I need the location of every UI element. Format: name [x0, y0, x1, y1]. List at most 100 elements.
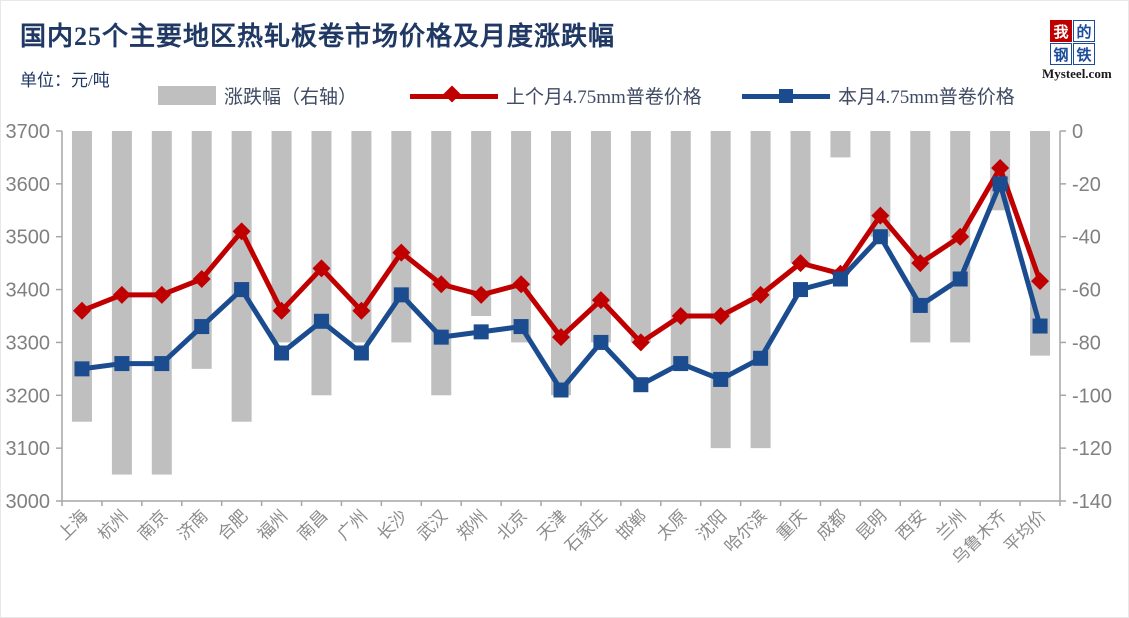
x-axis-category-label: 石家庄: [561, 506, 610, 555]
change-bar: [551, 131, 571, 396]
change-bar: [471, 131, 492, 316]
change-bar: [630, 131, 651, 343]
mysteel-logo-grid: 我 的 钢 铁: [1050, 20, 1122, 65]
change-bar: [830, 131, 851, 158]
legend-item-this-month: 本月4.75mm普卷价格: [742, 82, 1015, 108]
last-month-price-point: [911, 254, 930, 273]
x-axis-category-label: 西安: [893, 506, 930, 543]
mysteel-logo: 我 的 钢 铁 Mysteel.com: [1042, 20, 1122, 82]
this-month-price-point: [274, 345, 290, 361]
last-month-price-point: [152, 285, 171, 304]
right-axis-tick-label: 0: [1072, 121, 1083, 143]
legend-item-change: 涨跌幅（右轴）: [158, 82, 357, 108]
change-bar: [271, 131, 292, 343]
this-month-price-point: [912, 297, 928, 313]
this-month-price-point: [753, 350, 769, 366]
left-axis-tick-label: 3700: [6, 121, 51, 143]
right-axis-tick-label: -140: [1072, 491, 1112, 513]
this-month-price-point: [832, 271, 848, 287]
left-axis-tick-label: 3400: [6, 280, 51, 302]
x-axis-category-label: 南昌: [294, 506, 331, 543]
this-month-price-point: [74, 361, 90, 377]
legend-label-change: 涨跌幅（右轴）: [224, 86, 358, 108]
legend-item-last-month: 上个月4.75mm普卷价格: [410, 82, 702, 108]
x-axis-category-label: 邯郸: [613, 506, 650, 543]
logo-char-wo: 我: [1050, 20, 1072, 42]
left-axis-tick-label: 3600: [6, 174, 51, 196]
change-bar: [431, 131, 452, 396]
x-axis-category-label: 南京: [134, 506, 171, 543]
change-bar: [391, 131, 412, 343]
this-month-price-point: [154, 356, 170, 372]
x-axis-category-label: 成都: [813, 506, 850, 543]
last-month-price-point: [631, 333, 650, 352]
x-axis-category-label: 太原: [653, 506, 690, 543]
legend-label-this-month: 本月4.75mm普卷价格: [838, 86, 1015, 108]
change-bar: [910, 131, 931, 343]
right-axis-tick-label: -120: [1072, 438, 1112, 460]
x-axis-category-label: 昆明: [853, 506, 890, 543]
this-month-price-point: [353, 345, 369, 361]
last-month-price-point: [591, 291, 610, 310]
last-month-price-point: [671, 307, 690, 325]
last-month-price-point: [392, 243, 411, 262]
change-bar: [71, 131, 92, 422]
right-axis-tick-label: -80: [1072, 332, 1101, 354]
this-month-price-point: [393, 287, 409, 303]
x-axis-category-label: 北京: [493, 506, 530, 543]
change-bar: [191, 131, 212, 369]
this-month-price-point: [433, 329, 449, 345]
left-axis-tick-label: 3500: [6, 227, 51, 249]
right-axis-tick-label: -100: [1072, 385, 1112, 407]
change-bar: [590, 131, 611, 343]
this-month-price-point: [992, 176, 1008, 192]
last-month-price-point: [991, 159, 1010, 177]
legend-label-last-month: 上个月4.75mm普卷价格: [506, 86, 702, 108]
last-month-price-point: [871, 206, 890, 225]
last-month-price-point: [1031, 272, 1050, 291]
this-month-price-point: [473, 324, 489, 340]
this-month-price-point: [513, 319, 529, 335]
this-month-price-point: [553, 382, 569, 398]
x-axis-category-label: 济南: [174, 506, 211, 543]
this-month-price-point: [633, 377, 649, 393]
line-square-swatch-icon: [742, 86, 830, 105]
last-month-price-point: [711, 307, 730, 325]
last-month-price-point: [432, 275, 451, 294]
left-axis-tick-label: 3100: [6, 438, 51, 460]
this-month-price-point: [313, 313, 329, 329]
last-month-price-point: [791, 254, 810, 273]
bar-swatch-icon: [158, 85, 216, 105]
this-month-price-point: [713, 371, 729, 387]
this-month-price-point: [1032, 318, 1048, 334]
change-bar: [511, 131, 532, 343]
change-bar: [870, 131, 891, 237]
this-month-price-point: [593, 334, 609, 350]
this-month-price-point: [673, 356, 689, 372]
last-month-price-point: [512, 275, 531, 294]
left-axis-tick-label: 3000: [6, 491, 51, 513]
change-bar: [790, 131, 811, 264]
x-axis-category-label: 杭州: [94, 506, 131, 543]
x-axis-category-label: 合肥: [214, 506, 251, 543]
x-axis-category-label: 重庆: [773, 506, 810, 543]
x-axis-category-label: 上海: [54, 506, 91, 543]
this-month-price-point: [952, 271, 968, 287]
change-bar: [710, 131, 731, 449]
this-month-price-point: [872, 229, 888, 245]
x-axis-category-label: 郑州: [454, 506, 491, 543]
last-month-price-point: [751, 285, 770, 304]
last-month-price-point: [312, 259, 331, 278]
left-axis-tick-label: 3300: [6, 332, 51, 354]
left-axis-tick-label: 3200: [6, 385, 51, 407]
change-bar: [231, 131, 252, 422]
last-month-price-point: [552, 328, 570, 347]
logo-char-gang: 钢: [1050, 43, 1072, 65]
last-month-price-point: [272, 301, 291, 320]
logo-char-de: 的: [1073, 20, 1095, 42]
right-axis-tick-label: -20: [1072, 174, 1101, 196]
last-month-price-point: [472, 285, 491, 304]
change-bar: [670, 131, 691, 369]
legend: 涨跌幅（右轴） 上个月4.75mm普卷价格 本月4.75mm普卷价格: [0, 82, 1129, 108]
